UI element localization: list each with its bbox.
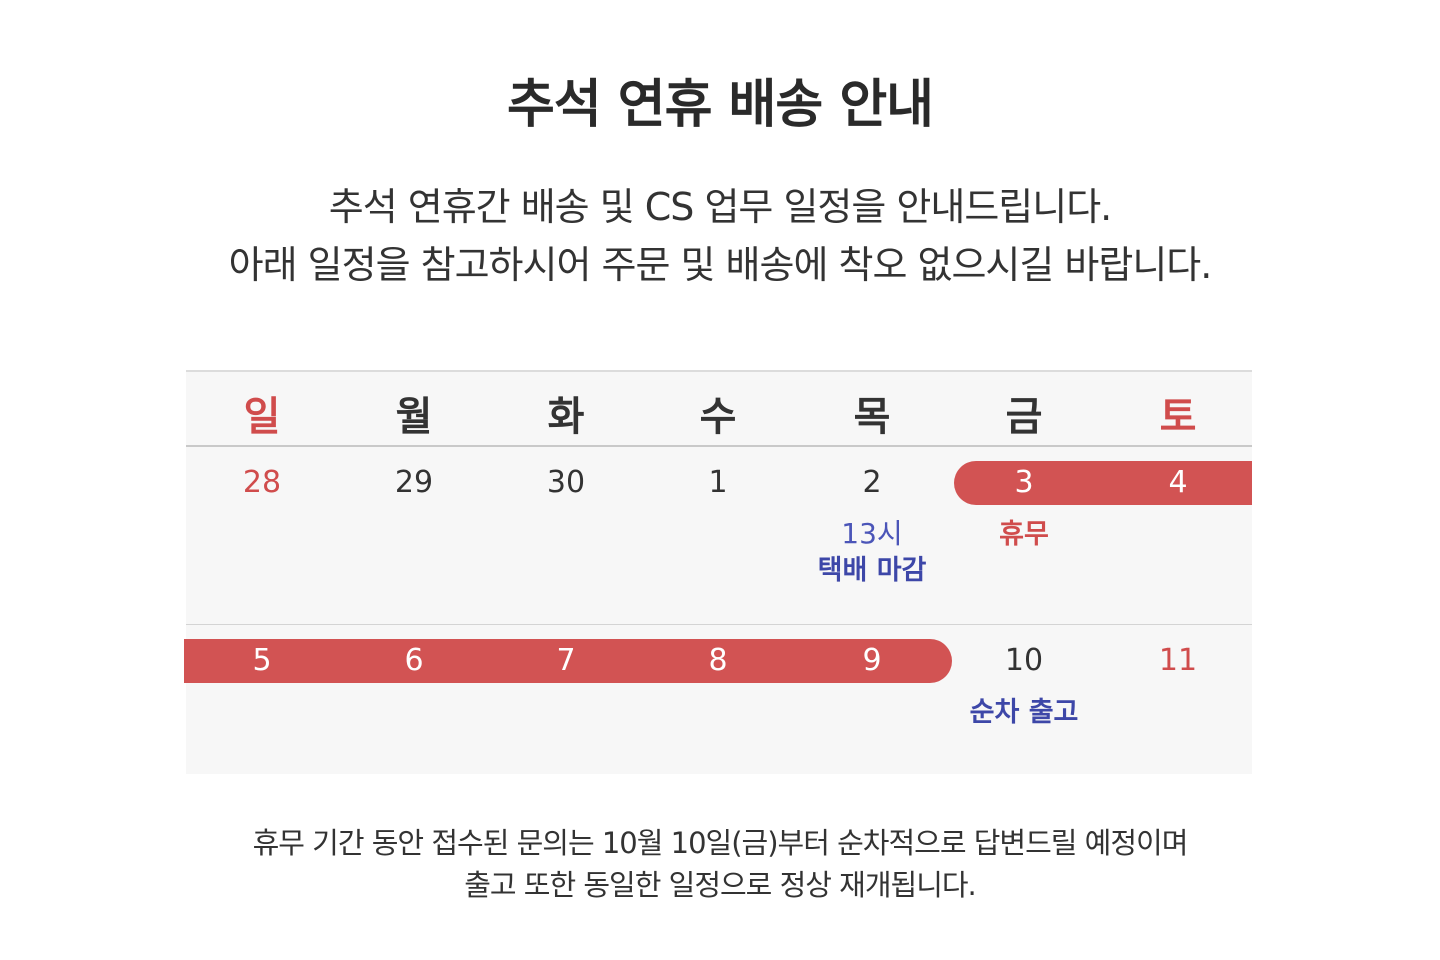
weekday-tue: 화	[547, 394, 585, 440]
day-3: 3	[1014, 465, 1034, 500]
day-5: 5	[252, 643, 272, 678]
day-10: 10	[1004, 643, 1044, 678]
day-28: 28	[242, 465, 282, 500]
day-4: 4	[1168, 465, 1188, 500]
weekday-fri: 금	[1005, 394, 1043, 440]
day-1: 1	[708, 465, 728, 500]
intro-text: 추석 연휴간 배송 및 CS 업무 일정을 안내드립니다. 아래 일정을 참고하…	[0, 178, 1440, 294]
footer-line-1: 휴무 기간 동안 접수된 문의는 10월 10일(금)부터 순차적으로 답변드릴…	[252, 826, 1189, 860]
calendar-row-divider	[186, 624, 1252, 625]
weekday-mon: 월	[395, 394, 433, 440]
day-6: 6	[404, 643, 424, 678]
calendar-top-divider	[186, 370, 1252, 372]
page-title: 추석 연휴 배송 안내	[506, 75, 934, 135]
weekday-wed: 수	[699, 394, 737, 440]
day-9: 9	[862, 643, 882, 678]
delivery-cutoff-note: 택배 마감	[817, 555, 927, 586]
footer-line-2: 출고 또한 동일한 일정으로 정상 재개됩니다.	[464, 868, 977, 902]
intro-line-2: 아래 일정을 참고하시어 주문 및 배송에 착오 없으시길 바랍니다.	[228, 243, 1213, 287]
day-7: 7	[556, 643, 576, 678]
weekday-thu: 목	[853, 394, 891, 440]
holiday-bar-week2	[184, 639, 952, 683]
day-2: 2	[862, 465, 882, 500]
day-off-note: 휴무	[999, 519, 1049, 550]
day-11: 11	[1158, 643, 1198, 678]
cutoff-time-note: 13시	[841, 517, 903, 550]
intro-line-1: 추석 연휴간 배송 및 CS 업무 일정을 안내드립니다.	[328, 185, 1113, 229]
weekday-sat: 토	[1159, 394, 1197, 440]
day-8: 8	[708, 643, 728, 678]
day-29: 29	[394, 465, 434, 500]
weekday-sun: 일	[243, 394, 281, 440]
holiday-bar-week1	[954, 461, 1252, 505]
calendar-header-divider	[186, 445, 1252, 447]
holiday-calendar: 일 월 화 수 목 금 토 28 29 30 1 2 3 4 13시 택배 마감…	[184, 370, 1252, 774]
sequential-shipping-note: 순차 출고	[969, 697, 1079, 728]
footer-notice: 휴무 기간 동안 접수된 문의는 10월 10일(금)부터 순차적으로 답변드릴…	[0, 822, 1440, 906]
day-30: 30	[546, 465, 586, 500]
